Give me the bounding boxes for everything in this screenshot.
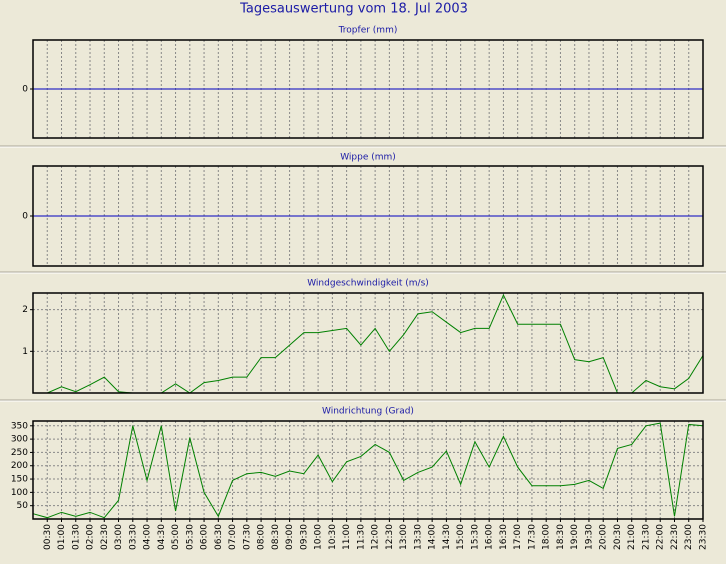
x-tick-label: 12:30 bbox=[385, 524, 395, 550]
y-tick-label: 100 bbox=[11, 488, 28, 498]
x-tick-label: 18:30 bbox=[556, 524, 566, 550]
panel-title: Tropfer (mm) bbox=[338, 26, 398, 36]
x-tick-label: 08:00 bbox=[257, 524, 267, 550]
x-tick-label: 09:30 bbox=[299, 524, 309, 550]
page-title: Tagesauswertung vom 18. Jul 2003 bbox=[239, 2, 468, 17]
x-tick-label: 14:30 bbox=[442, 524, 452, 550]
x-tick-label: 06:30 bbox=[214, 524, 224, 550]
x-tick-label: 05:30 bbox=[185, 524, 195, 550]
x-tick-label: 03:30 bbox=[128, 524, 138, 550]
panel-title: Windgeschwindigkeit (m/s) bbox=[307, 279, 429, 289]
y-tick-label: 50 bbox=[17, 501, 29, 511]
y-tick-label: 150 bbox=[11, 475, 28, 485]
x-tick-label: 16:00 bbox=[485, 524, 495, 550]
x-tick-label: 19:00 bbox=[570, 524, 580, 550]
x-tick-label: 10:30 bbox=[328, 524, 338, 550]
x-tick-label: 20:30 bbox=[613, 524, 623, 550]
x-tick-label: 23:00 bbox=[684, 524, 694, 550]
y-tick-label: 250 bbox=[11, 448, 28, 458]
plot-frame bbox=[32, 165, 704, 267]
x-tick-label: 07:00 bbox=[228, 524, 238, 550]
x-tick-label: 00:30 bbox=[43, 524, 53, 550]
x-tick-label: 15:00 bbox=[456, 524, 466, 550]
panel-title: Wippe (mm) bbox=[340, 153, 396, 163]
x-tick-label: 03:00 bbox=[114, 524, 124, 550]
line bbox=[32, 422, 704, 519]
y-tick-label: 0 bbox=[22, 212, 28, 222]
x-tick-label: 14:00 bbox=[428, 524, 438, 550]
x-tick-label: 21:30 bbox=[641, 524, 651, 550]
x-tick-label: 02:00 bbox=[86, 524, 96, 550]
y-tick-label: 0 bbox=[22, 85, 28, 95]
x-tick-label: 02:30 bbox=[100, 524, 110, 550]
x-tick-label: 19:30 bbox=[584, 524, 594, 550]
x-tick-label: 08:30 bbox=[271, 524, 281, 550]
x-tick-label: 04:30 bbox=[157, 524, 167, 550]
x-tick-label: 17:00 bbox=[513, 524, 523, 550]
x-tick-label: 11:30 bbox=[356, 524, 366, 550]
x-tick-label: 13:30 bbox=[413, 524, 423, 550]
x-tick-label: 09:00 bbox=[285, 524, 295, 550]
y-tick-label: 200 bbox=[11, 461, 28, 471]
plot-frame bbox=[32, 39, 704, 139]
x-tick-label: 15:30 bbox=[470, 524, 480, 550]
x-tick-label: 22:30 bbox=[670, 524, 680, 550]
x-tick-label: 22:00 bbox=[656, 524, 666, 550]
x-tick-label: 18:00 bbox=[542, 524, 552, 550]
x-tick-label: 10:00 bbox=[314, 524, 324, 550]
x-tick-label: 06:00 bbox=[200, 524, 210, 550]
x-tick-label: 01:30 bbox=[71, 524, 81, 550]
y-tick-label: 1 bbox=[22, 347, 28, 357]
x-tick-label: 20:00 bbox=[599, 524, 609, 550]
x-tick-label: 04:00 bbox=[143, 524, 153, 550]
y-tick-label: 300 bbox=[11, 435, 28, 445]
y-tick-label: 350 bbox=[11, 421, 28, 431]
x-tick-label: 07:30 bbox=[242, 524, 252, 550]
x-tick-label: 23:30 bbox=[699, 524, 709, 550]
x-tick-label: 17:30 bbox=[527, 524, 537, 550]
x-tick-label: 12:00 bbox=[371, 524, 381, 550]
plot-frame bbox=[32, 420, 704, 520]
x-tick-label: 11:00 bbox=[342, 524, 352, 550]
y-tick-label: 2 bbox=[22, 305, 28, 315]
x-tick-label: 21:00 bbox=[627, 524, 637, 550]
x-tick-label: 01:00 bbox=[57, 524, 67, 550]
x-tick-label: 05:00 bbox=[171, 524, 181, 550]
plot-frame bbox=[32, 292, 704, 394]
panel-title: Windrichtung (Grad) bbox=[322, 407, 414, 417]
x-tick-label: 16:30 bbox=[499, 524, 509, 550]
x-tick-label: 13:00 bbox=[399, 524, 409, 550]
